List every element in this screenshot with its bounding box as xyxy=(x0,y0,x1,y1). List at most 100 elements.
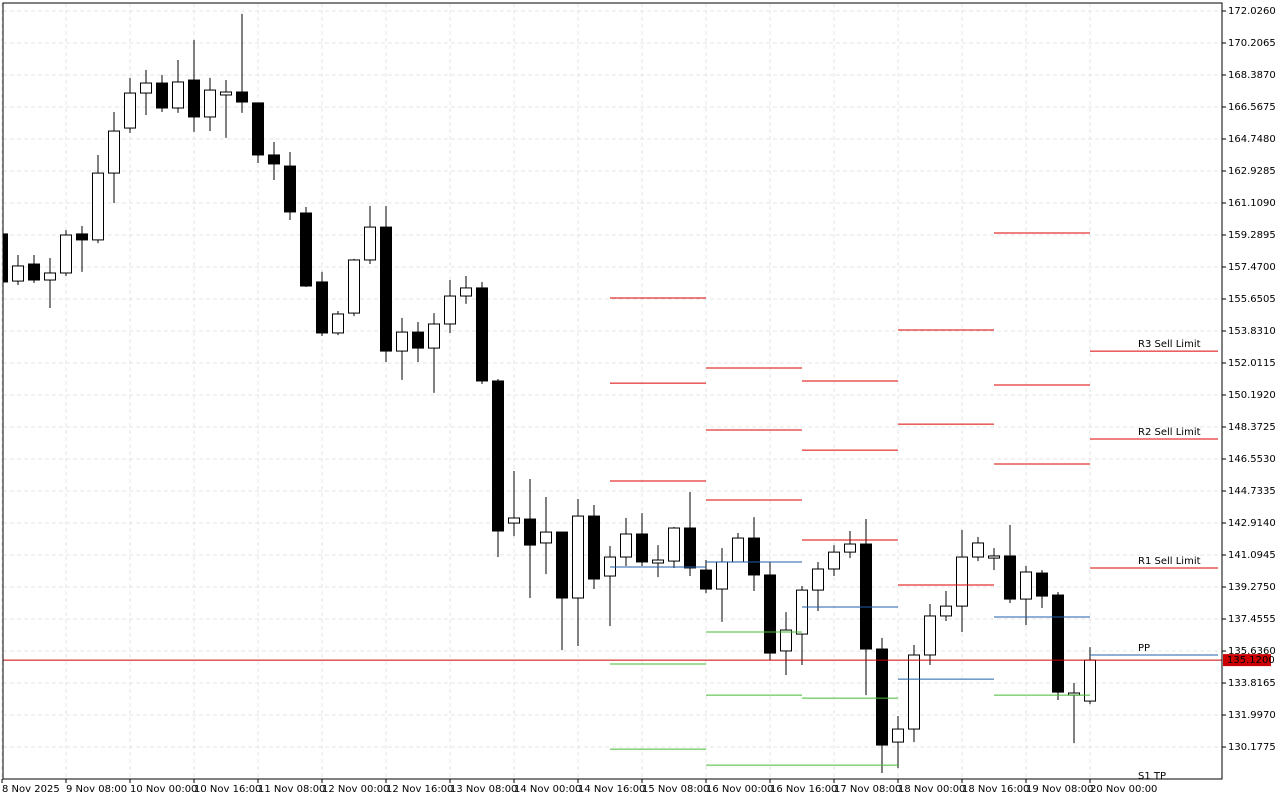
y-tick-label: 137.4555 xyxy=(1228,614,1276,625)
candle-body xyxy=(412,331,424,349)
pivot-label: R3 Sell Limit xyxy=(1138,339,1201,350)
candle-body xyxy=(524,518,536,546)
candle-body xyxy=(956,556,968,607)
candle-body xyxy=(700,569,712,590)
candle-body xyxy=(44,272,56,281)
candle-body xyxy=(972,542,984,558)
candle-body xyxy=(396,331,408,352)
candle-body xyxy=(924,615,936,656)
candle-body xyxy=(908,654,920,730)
plot-area: R1 Sell Limit R2 Sell Limit R3 Sell Limit P… xyxy=(3,13,1222,774)
y-tick-label: 141.0945 xyxy=(1228,550,1276,561)
candle-body xyxy=(284,165,296,213)
candle-body xyxy=(12,265,24,282)
candle-body xyxy=(156,82,168,109)
pivot-label: R1 Sell Limit xyxy=(1138,556,1201,567)
x-tick-label: 8 Nov 2025 xyxy=(2,784,60,795)
candle-body xyxy=(60,234,72,274)
candle-body xyxy=(940,605,952,617)
candle-body xyxy=(620,533,632,558)
candle-body xyxy=(828,551,840,570)
x-tick-label: 16 Nov 16:00 xyxy=(770,784,837,795)
x-tick-label: 11 Nov 08:00 xyxy=(258,784,325,795)
candle-body xyxy=(460,287,472,297)
candle-body xyxy=(348,259,360,314)
x-tick-label: 19 Nov 08:00 xyxy=(1026,784,1093,795)
y-tick-label: 148.3725 xyxy=(1228,422,1276,433)
candle-body xyxy=(204,89,216,118)
candle-body xyxy=(796,589,808,635)
x-tick-label: 18 Nov 16:00 xyxy=(962,784,1029,795)
x-tick-label: 9 Nov 08:00 xyxy=(66,784,127,795)
candle-body xyxy=(492,380,504,532)
y-tick-label: 157.4700 xyxy=(1228,262,1276,273)
y-tick-label: 153.8310 xyxy=(1228,326,1276,337)
x-tick-label: 13 Nov 08:00 xyxy=(450,784,517,795)
x-tick-label: 17 Nov 08:00 xyxy=(834,784,901,795)
y-tick-label: 155.6505 xyxy=(1228,294,1276,305)
candle-body xyxy=(1036,572,1048,597)
candle-body xyxy=(172,81,184,109)
candle-body xyxy=(108,130,120,174)
candle-body xyxy=(1020,571,1032,600)
candle-body xyxy=(748,537,760,576)
candle-body xyxy=(364,226,376,261)
x-tick-label: 14 Nov 00:00 xyxy=(514,784,581,795)
candle-body xyxy=(268,154,280,165)
candle-body xyxy=(668,527,680,562)
candle-body xyxy=(1052,594,1064,693)
y-tick-label: 168.3870 xyxy=(1228,70,1276,81)
candle-body xyxy=(540,531,552,544)
x-tick-label: 18 Nov 00:00 xyxy=(898,784,965,795)
candle-body xyxy=(764,574,776,654)
y-tick-label: 142.9140 xyxy=(1228,518,1276,529)
y-tick-label: 159.2895 xyxy=(1228,230,1276,241)
y-tick-label: 131.9970 xyxy=(1228,710,1276,721)
candle-body xyxy=(508,517,520,524)
pivot-label: S1 TP xyxy=(1138,771,1166,782)
candle-body xyxy=(588,515,600,580)
pivot-label: PP xyxy=(1138,643,1150,654)
candle-body xyxy=(988,555,1000,559)
candle-body xyxy=(684,527,696,569)
candle-body xyxy=(124,92,136,129)
candle-body xyxy=(876,648,888,746)
plot-frame xyxy=(2,2,1223,780)
y-tick-label: 146.5530 xyxy=(1228,454,1276,465)
x-tick-label: 12 Nov 16:00 xyxy=(386,784,453,795)
y-tick-label: 166.5675 xyxy=(1228,102,1276,113)
candle-body xyxy=(188,79,200,118)
x-tick-label: 14 Nov 16:00 xyxy=(578,784,645,795)
candle-body xyxy=(572,515,584,599)
x-tick-label: 10 Nov 00:00 xyxy=(130,784,197,795)
y-tick-label: 170.2065 xyxy=(1228,38,1276,49)
candle-body xyxy=(444,295,456,325)
x-tick-label: 10 Nov 16:00 xyxy=(194,784,261,795)
candle-body xyxy=(332,313,344,334)
y-tick-label: 135.6360 xyxy=(1228,646,1276,657)
y-tick-label: 164.7480 xyxy=(1228,134,1276,145)
candle-body xyxy=(3,233,8,283)
grid xyxy=(1,3,1222,779)
y-tick-label: 144.7335 xyxy=(1228,486,1276,497)
y-tick-label: 152.0115 xyxy=(1228,358,1276,369)
candle-body xyxy=(476,287,488,382)
candle-body xyxy=(300,212,312,287)
candle-body xyxy=(892,728,904,743)
pivot-label: R2 Sell Limit xyxy=(1138,427,1201,438)
candle-body xyxy=(428,323,440,349)
candle-body xyxy=(604,556,616,577)
candle-body xyxy=(252,102,264,156)
y-tick-label: 133.8165 xyxy=(1228,678,1276,689)
candle-body xyxy=(28,263,40,281)
x-tick-label: 16 Nov 00:00 xyxy=(706,784,773,795)
y-tick-label: 130.1775 xyxy=(1228,742,1276,753)
y-tick-label: 162.9285 xyxy=(1228,166,1276,177)
candle-body xyxy=(220,91,232,96)
candle-body xyxy=(652,559,664,564)
candle-body xyxy=(76,233,88,241)
x-tick-label: 20 Nov 00:00 xyxy=(1090,784,1157,795)
candle-body xyxy=(636,533,648,563)
current-price-box xyxy=(1223,654,1271,667)
